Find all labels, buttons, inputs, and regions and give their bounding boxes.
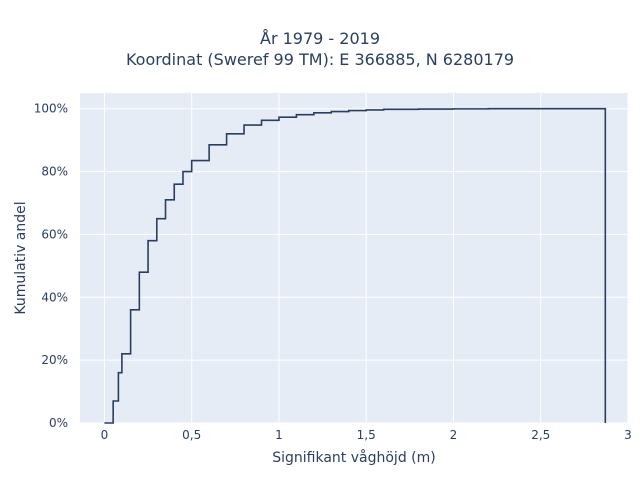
series-group [104, 107, 607, 424]
plot-area [80, 93, 628, 423]
y-tick-label: 80% [41, 165, 68, 179]
x-tick-label: 1 [275, 428, 283, 442]
x-tick-label: 3 [624, 428, 632, 442]
x-tick-label: 1,5 [357, 428, 376, 442]
y-tick-label: 40% [41, 290, 68, 304]
y-tick-label: 100% [34, 102, 68, 116]
x-tick-label: 0,5 [182, 428, 201, 442]
y-axis-ticks: 0% 20% 40% 60% 80% 100% [34, 102, 68, 430]
gridlines [80, 93, 629, 424]
x-axis-ticks: 0 0,5 1 1,5 2 2,5 3 [101, 428, 632, 442]
chart-title-line-2: Koordinat (Sweref 99 TM): E 366885, N 62… [125, 50, 515, 69]
x-tick-label: 0 [101, 428, 109, 442]
x-axis-label: Signifikant våghöjd (m) [272, 449, 435, 466]
y-tick-label: 60% [41, 227, 68, 241]
series-line [104, 107, 607, 424]
y-axis-label: Kumulativ andel [13, 201, 29, 314]
x-tick-label: 2,5 [531, 428, 550, 442]
chart-title-line-1: År 1979 - 2019 [260, 29, 380, 48]
y-tick-label: 0% [49, 416, 68, 430]
x-tick-label: 2 [450, 428, 458, 442]
y-tick-label: 20% [41, 353, 68, 367]
